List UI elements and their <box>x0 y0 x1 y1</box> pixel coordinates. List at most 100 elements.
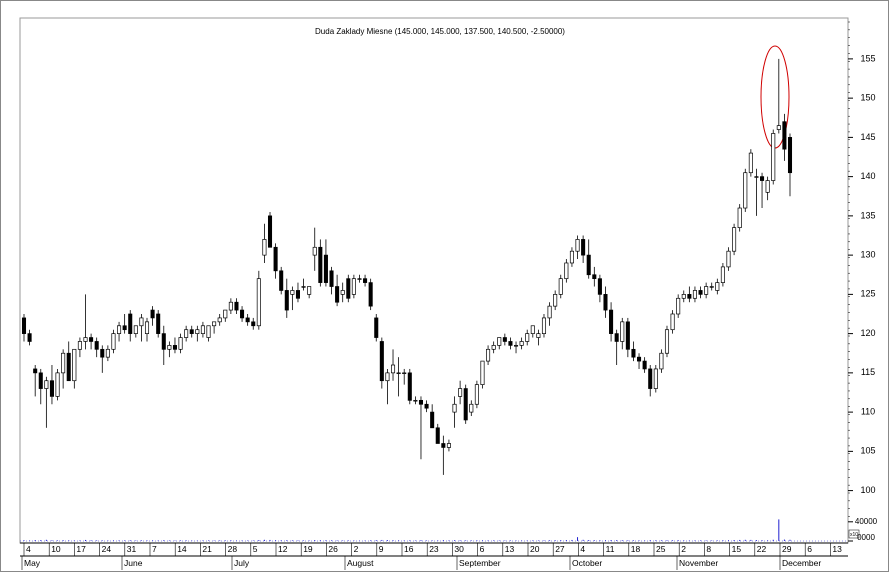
candle-body <box>323 254 328 283</box>
candle-body <box>312 246 317 256</box>
candle-body <box>553 294 558 307</box>
month-label: May <box>24 558 41 568</box>
candle-body <box>105 348 110 358</box>
x-tick-label: 27 <box>555 544 565 554</box>
candle-body <box>458 388 463 397</box>
x-tick-label: 6 <box>807 544 812 554</box>
y-tick-label: 130 <box>860 249 875 259</box>
candle-body <box>765 180 770 193</box>
candle-body <box>609 309 614 334</box>
candle-body <box>396 372 401 375</box>
candle-body <box>189 329 194 334</box>
candle-body <box>167 345 172 350</box>
candle-body <box>290 290 295 295</box>
month-label: December <box>782 558 821 568</box>
x-tick-label: 13 <box>505 544 515 554</box>
x-tick-label: 8 <box>706 544 711 554</box>
candle-body <box>486 348 491 362</box>
month-label: August <box>347 558 374 568</box>
candle-body <box>575 239 580 252</box>
chart-title: Duda Zaklady Miesne (145.000, 145.000, 1… <box>315 27 565 36</box>
candle-body <box>681 294 686 299</box>
candle-body <box>597 278 602 295</box>
candle-body <box>262 239 267 256</box>
candle-body <box>642 360 647 370</box>
x-tick-label: 2 <box>681 544 686 554</box>
candle-body <box>558 278 563 295</box>
candle-body <box>676 297 681 315</box>
candle-body <box>150 309 155 319</box>
candle-body <box>754 176 759 178</box>
x-tick-label: 31 <box>127 544 137 554</box>
candle-body <box>251 321 256 327</box>
candle-body <box>195 329 200 334</box>
candle-body <box>340 290 345 295</box>
candle-body <box>664 329 670 354</box>
candle-body <box>279 270 284 291</box>
y-tick-label: 105 <box>860 446 875 456</box>
candle-body <box>463 388 468 421</box>
x-tick-label: 5 <box>253 544 258 554</box>
candle-body <box>363 278 368 283</box>
candle-body <box>267 215 273 248</box>
candle-body <box>441 443 446 448</box>
y-tick-label: 140 <box>860 171 875 181</box>
candle-body <box>49 380 54 397</box>
x-tick-label: 21 <box>202 544 212 554</box>
candle-body <box>586 254 591 276</box>
x-tick-label: 29 <box>782 544 792 554</box>
x-tick-label: 14 <box>177 544 187 554</box>
candle-body <box>318 246 323 283</box>
candle-body <box>659 352 664 370</box>
candle-body <box>256 278 261 327</box>
candle-body <box>212 321 217 327</box>
candle-body <box>743 172 748 209</box>
x-tick-label: 4 <box>26 544 31 554</box>
candle-body <box>245 317 250 323</box>
volume-tick-label: 40000 <box>855 517 878 526</box>
candle-body <box>307 286 312 295</box>
candle-body <box>72 348 77 382</box>
candle-body <box>687 294 692 299</box>
candle-body <box>631 348 636 358</box>
candle-body <box>715 282 720 291</box>
candle-body <box>374 317 379 338</box>
candle-body <box>33 368 38 374</box>
y-tick-label: 125 <box>860 289 875 299</box>
x-tick-label: 10 <box>51 544 61 554</box>
candle-body <box>357 278 362 280</box>
candle-body <box>620 321 625 342</box>
candle-body <box>446 443 451 448</box>
candle-body <box>240 309 245 319</box>
month-label: September <box>459 558 501 568</box>
candle-body <box>541 317 547 334</box>
candle-body <box>172 345 177 350</box>
x-tick-label: 24 <box>102 544 112 554</box>
candle-body <box>94 341 99 350</box>
candle-body <box>139 317 144 327</box>
candle-body <box>564 262 569 280</box>
candle-body <box>379 341 384 382</box>
candle-body <box>547 305 552 319</box>
x-tick-label: 7 <box>152 544 157 554</box>
candle-body <box>698 290 703 295</box>
candle-body <box>502 337 507 342</box>
candle-body <box>435 427 440 444</box>
candle-body <box>519 341 524 346</box>
candle-body <box>525 333 530 342</box>
volume-tick-label: 0000 <box>857 533 875 542</box>
candle-body <box>424 403 429 409</box>
candle-body <box>390 364 396 374</box>
candle-body <box>536 333 541 338</box>
y-tick-label: 120 <box>860 328 875 338</box>
candle-body <box>732 227 737 252</box>
x-tick-label: 30 <box>454 544 464 554</box>
candle-body <box>480 360 485 385</box>
candle-body <box>61 352 66 374</box>
candle-body <box>491 345 496 350</box>
candle-body <box>178 337 183 350</box>
candle-body <box>726 250 731 268</box>
x-tick-label: 6 <box>480 544 485 554</box>
candle-body <box>508 341 513 346</box>
